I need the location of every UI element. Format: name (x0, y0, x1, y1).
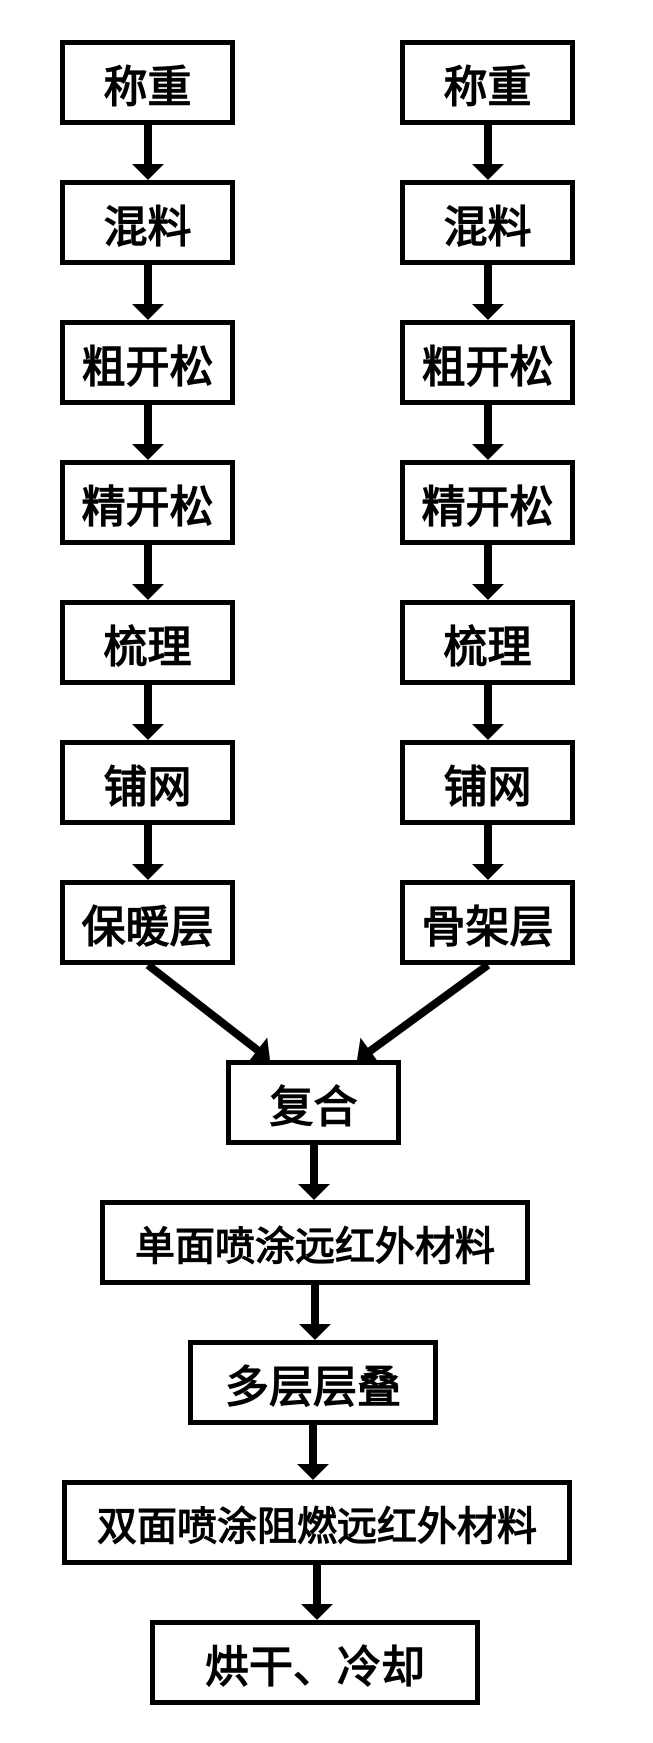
arrow-line (313, 1565, 321, 1606)
flow-node-r4: 精开松 (400, 460, 575, 545)
arrow-line (144, 685, 152, 726)
arrow-line (484, 685, 492, 726)
flow-node-l4: 精开松 (60, 460, 235, 545)
flow-node-r7: 骨架层 (400, 880, 575, 965)
flow-node-r2: 混料 (400, 180, 575, 265)
arrow-head-icon (297, 1464, 329, 1480)
flow-node-m3: 多层层叠 (188, 1340, 438, 1425)
flow-node-m2: 单面喷涂远红外材料 (100, 1200, 530, 1285)
arrow-head-icon (132, 584, 164, 600)
arrow-head-icon (298, 1184, 330, 1200)
flow-node-label: 复合 (270, 1071, 358, 1135)
arrow-line (309, 1425, 317, 1466)
flow-node-label: 梳理 (444, 611, 532, 675)
flow-node-m1: 复合 (226, 1060, 401, 1145)
flow-node-l6: 铺网 (60, 740, 235, 825)
flow-node-r1: 称重 (400, 40, 575, 125)
arrow-head-icon (472, 864, 504, 880)
arrow-line (484, 125, 492, 166)
arrow-head-icon (472, 584, 504, 600)
arrow-line (484, 825, 492, 866)
arrow-head-icon (132, 724, 164, 740)
flow-node-label: 混料 (104, 191, 192, 255)
flow-node-label: 粗开松 (422, 331, 554, 395)
flow-node-label: 铺网 (444, 751, 532, 815)
arrow-head-icon (132, 304, 164, 320)
arrow-line (484, 545, 492, 586)
flow-node-l7: 保暖层 (60, 880, 235, 965)
arrow-line (484, 405, 492, 446)
flow-node-l5: 梳理 (60, 600, 235, 685)
flow-node-label: 粗开松 (82, 331, 214, 395)
flow-node-label: 多层层叠 (225, 1351, 401, 1415)
flow-node-r5: 梳理 (400, 600, 575, 685)
arrow-line (311, 1285, 319, 1326)
arrow-head-icon (132, 864, 164, 880)
flow-node-label: 骨架层 (422, 891, 554, 955)
flow-node-label: 称重 (444, 51, 532, 115)
arrow-head-icon (472, 304, 504, 320)
flow-node-label: 保暖层 (82, 891, 214, 955)
flow-node-r6: 铺网 (400, 740, 575, 825)
arrow-line (144, 405, 152, 446)
flow-node-l2: 混料 (60, 180, 235, 265)
flow-node-label: 精开松 (82, 471, 214, 535)
arrow-head-icon (472, 444, 504, 460)
flow-node-label: 混料 (444, 191, 532, 255)
arrow-line (310, 1145, 318, 1186)
arrow-line (144, 125, 152, 166)
flow-node-label: 梳理 (104, 611, 192, 675)
flow-node-r3: 粗开松 (400, 320, 575, 405)
flow-node-label: 双面喷涂阻燃远红外材料 (97, 1494, 537, 1552)
arrow-line (366, 962, 490, 1055)
arrow-line (144, 265, 152, 306)
arrow-head-icon (299, 1324, 331, 1340)
arrow-head-icon (132, 444, 164, 460)
arrow-line (144, 545, 152, 586)
arrow-line (145, 962, 261, 1055)
flow-node-label: 单面喷涂远红外材料 (135, 1214, 495, 1272)
arrow-head-icon (472, 724, 504, 740)
arrow-head-icon (301, 1604, 333, 1620)
flow-node-label: 称重 (104, 51, 192, 115)
arrow-line (484, 265, 492, 306)
flowchart-canvas: 称重混料粗开松精开松梳理铺网保暖层 称重混料粗开松精开松梳理铺网骨架层复合单面喷涂… (0, 0, 653, 1743)
flow-node-l1: 称重 (60, 40, 235, 125)
flow-node-label: 烘干、冷却 (205, 1631, 425, 1695)
flow-node-label: 精开松 (422, 471, 554, 535)
arrow-line (144, 825, 152, 866)
arrow-head-icon (132, 164, 164, 180)
flow-node-l3: 粗开松 (60, 320, 235, 405)
arrow-head-icon (472, 164, 504, 180)
flow-node-m4: 双面喷涂阻燃远红外材料 (62, 1480, 572, 1565)
flow-node-label: 铺网 (104, 751, 192, 815)
flow-node-m5: 烘干、冷却 (150, 1620, 480, 1705)
